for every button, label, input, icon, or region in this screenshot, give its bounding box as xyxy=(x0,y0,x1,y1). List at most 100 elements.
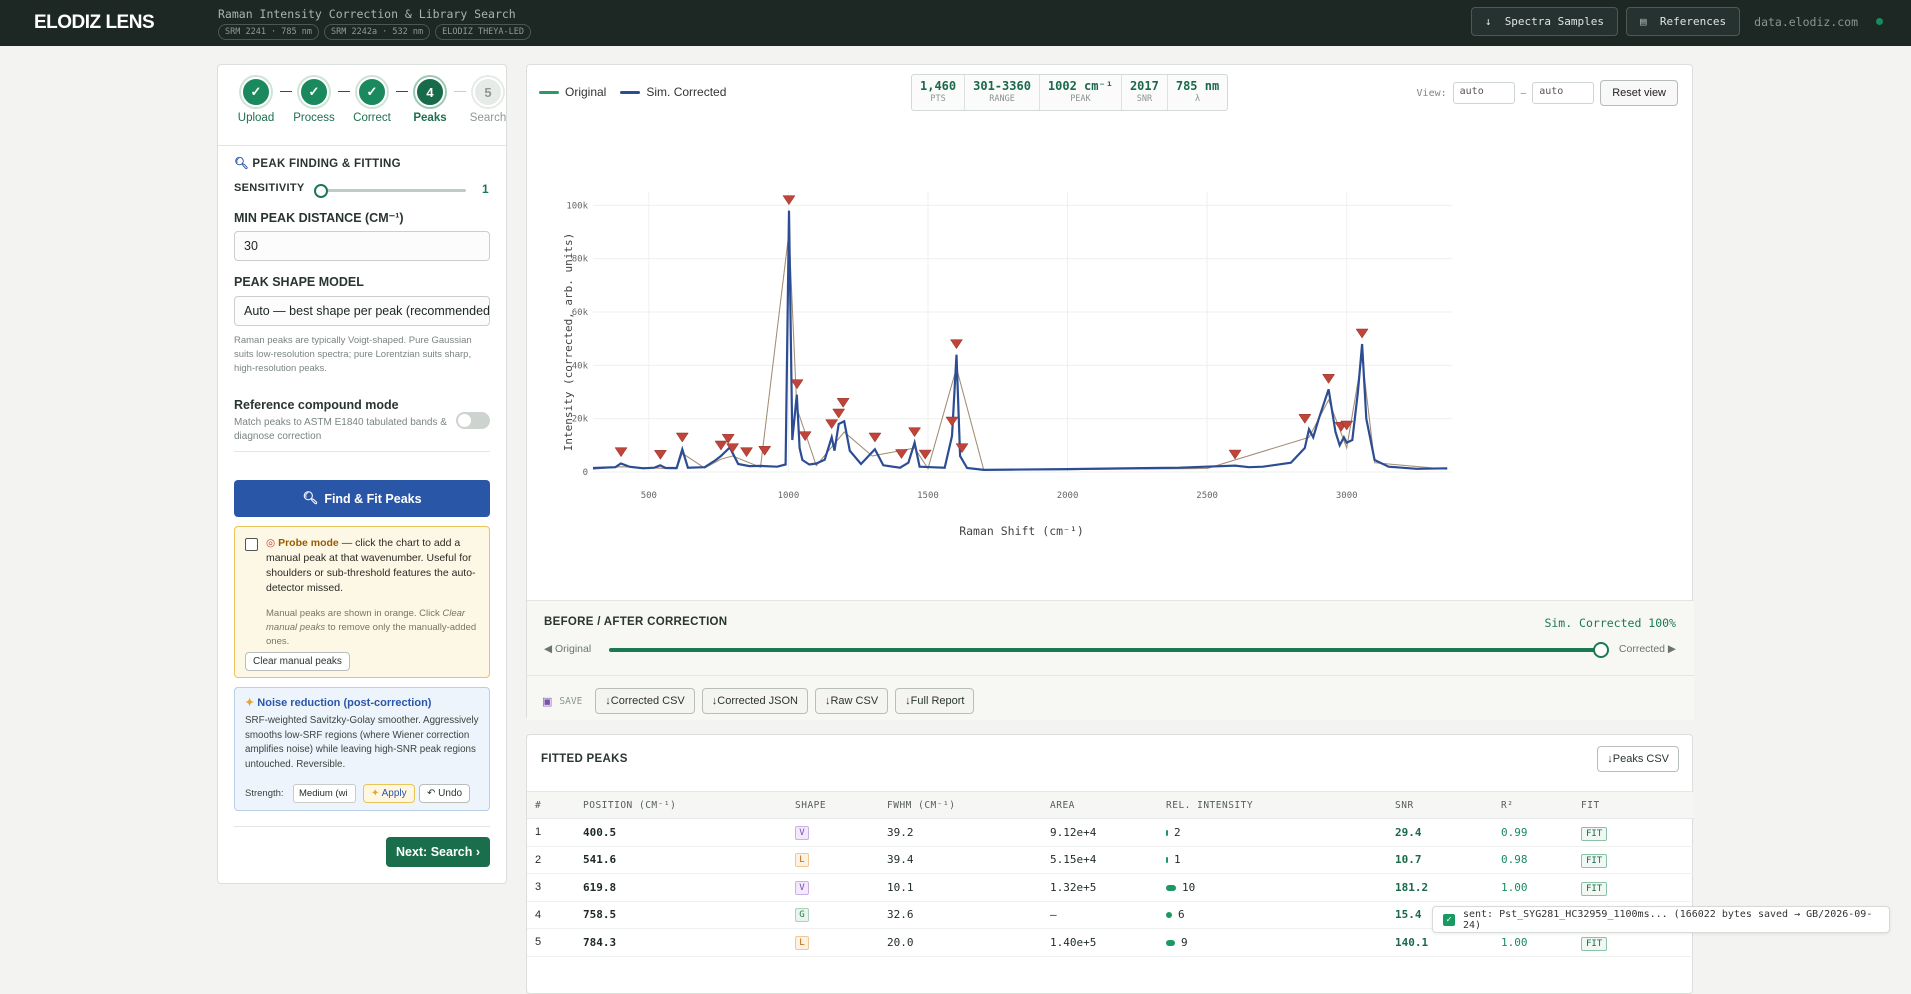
spectra-samples-button[interactable]: ↓ Spectra Samples xyxy=(1470,7,1619,36)
series-original-line[interactable] xyxy=(592,231,1448,471)
peak-marker[interactable] xyxy=(918,449,932,460)
peak-marker[interactable] xyxy=(1228,449,1242,460)
undo-noise-reduction-button[interactable]: ↶ Undo xyxy=(419,784,471,803)
sensitivity-slider[interactable] xyxy=(314,184,466,198)
step-process-check-icon: ✓ xyxy=(299,77,329,107)
step-peaks-number: 4 xyxy=(415,77,445,107)
col-fwhm[interactable]: FWHM (CM⁻¹) xyxy=(879,791,1042,819)
before-after-slider[interactable] xyxy=(609,642,1609,658)
series-fit-line xyxy=(592,231,1448,471)
step-process[interactable]: ✓ Process xyxy=(284,77,344,124)
step-correct-check-icon: ✓ xyxy=(357,77,387,107)
col-shape[interactable]: SHAPE xyxy=(787,791,879,819)
table-row[interactable]: 2 541.6 L 39.4 5.15e+4 1 10.7 0.98 FIT xyxy=(527,846,1694,874)
peak-marker[interactable] xyxy=(832,408,846,419)
download-raw-csv-button[interactable]: ↓Raw CSV xyxy=(814,688,889,714)
col-index[interactable]: # xyxy=(527,791,575,819)
peak-marker[interactable] xyxy=(894,449,908,459)
peak-marker[interactable] xyxy=(1355,328,1369,339)
step-peaks[interactable]: 4 Peaks xyxy=(400,77,460,124)
step-correct[interactable]: ✓ Correct xyxy=(342,77,402,124)
peak-marker[interactable] xyxy=(836,398,850,408)
peak-marker[interactable] xyxy=(740,447,754,458)
peak-marker[interactable] xyxy=(908,427,922,438)
step-upload-label: Upload xyxy=(237,112,275,124)
col-snr[interactable]: SNR xyxy=(1387,791,1493,819)
col-position[interactable]: POSITION (CM⁻¹) xyxy=(575,791,787,819)
download-full-report-button[interactable]: ↓Full Report xyxy=(895,688,975,714)
legend-original[interactable]: Original xyxy=(539,85,606,99)
peak-marker[interactable] xyxy=(868,432,882,443)
y-tick-label: 60k xyxy=(572,308,589,318)
cell-rel-intensity: 9 xyxy=(1158,928,1387,957)
legend-corrected-swatch xyxy=(620,90,641,94)
undo-label: Undo xyxy=(438,788,463,799)
before-after-thumb[interactable] xyxy=(1593,642,1609,658)
tag-theya-led[interactable]: ELODIZ THEYA-LED xyxy=(435,23,532,40)
reset-view-button[interactable]: Reset view xyxy=(1600,80,1678,106)
download-corrected-csv-button[interactable]: ↓Corrected CSV xyxy=(595,688,695,714)
col-area[interactable]: AREA xyxy=(1042,791,1158,819)
clear-manual-peaks-button[interactable]: Clear manual peaks xyxy=(245,652,350,671)
app-logo[interactable]: ELODIZ LENS xyxy=(34,12,155,33)
cell-area: — xyxy=(1042,901,1158,929)
col-rel-intensity[interactable]: REL. INTENSITY xyxy=(1158,791,1387,819)
references-button[interactable]: ▤ References xyxy=(1626,7,1741,36)
peak-marker[interactable] xyxy=(825,419,839,430)
find-fit-peaks-button[interactable]: 🔍︎ Find & Fit Peaks xyxy=(234,480,490,517)
legend-corrected[interactable]: Sim. Corrected xyxy=(620,85,726,99)
rel-intensity-bar xyxy=(1166,884,1176,891)
fit-badge[interactable]: FIT xyxy=(1581,881,1608,896)
peak-marker[interactable] xyxy=(758,446,772,456)
peak-marker[interactable] xyxy=(653,450,667,460)
tag-srm-2242a[interactable]: SRM 2242a · 532 nm xyxy=(324,23,431,40)
peak-marker[interactable] xyxy=(1340,420,1354,431)
peak-marker[interactable] xyxy=(726,443,740,454)
fit-badge[interactable]: FIT xyxy=(1581,936,1608,951)
download-peaks-csv-button[interactable]: ↓Peaks CSV xyxy=(1597,746,1679,772)
peak-marker[interactable] xyxy=(790,379,804,390)
tag-srm-2241[interactable]: SRM 2241 · 785 nm xyxy=(218,23,319,40)
peak-marker[interactable] xyxy=(955,443,969,454)
step-search[interactable]: 5 Search xyxy=(458,77,518,124)
cell-area: 1.32e+5 xyxy=(1042,873,1158,902)
table-row[interactable]: 1 400.5 V 39.2 9.12e+4 2 29.4 0.99 FIT xyxy=(527,818,1694,847)
apply-noise-reduction-button[interactable]: ✦ Apply xyxy=(363,784,415,803)
sensitivity-slider-thumb[interactable] xyxy=(314,184,328,198)
peak-marker[interactable] xyxy=(1322,374,1336,384)
fit-badge[interactable]: FIT xyxy=(1581,854,1608,869)
peak-marker[interactable] xyxy=(798,431,812,442)
series-corrected-line[interactable] xyxy=(592,210,1448,472)
stat-points-value: 1,460 xyxy=(920,79,957,93)
peak-marker[interactable] xyxy=(782,195,796,206)
col-r2[interactable]: R² xyxy=(1493,791,1573,819)
peak-marker[interactable] xyxy=(721,434,735,444)
step-upload[interactable]: ✓ Upload xyxy=(226,77,286,124)
peak-marker[interactable] xyxy=(675,432,689,443)
strength-select[interactable]: Medium (wi xyxy=(293,784,356,803)
peak-marker[interactable] xyxy=(949,339,963,350)
next-search-button[interactable]: Next: Search › xyxy=(386,837,490,867)
step-connector xyxy=(338,91,350,92)
col-fit[interactable]: FIT xyxy=(1573,791,1694,819)
peak-marker[interactable] xyxy=(945,416,959,427)
peak-shape-model-select[interactable]: Auto — best shape per peak (recommended) xyxy=(234,296,490,326)
spectrum-chart-card: Original Sim. Corrected 1,460 PTS 301-336… xyxy=(526,64,1694,720)
host-label[interactable]: data.elodiz.com xyxy=(1754,14,1858,29)
fit-badge[interactable]: FIT xyxy=(1581,826,1608,841)
stat-range: 301-3360 RANGE xyxy=(965,75,1040,110)
download-corrected-json-button[interactable]: ↓Corrected JSON xyxy=(701,688,808,714)
min-peak-distance-input[interactable]: 30 xyxy=(234,231,490,261)
view-max-input[interactable]: auto xyxy=(1532,82,1595,104)
stat-points-key: PTS xyxy=(930,94,946,104)
spectrum-plot[interactable]: 0 20k 40k 60k 80k 100k 500 1000 1500 2000 2500 3000… xyxy=(527,107,1694,667)
peak-marker[interactable] xyxy=(1298,414,1312,424)
probe-mode-checkbox[interactable] xyxy=(245,538,258,551)
view-min-input[interactable]: auto xyxy=(1452,82,1515,104)
peak-marker[interactable] xyxy=(714,440,728,451)
top-bar: ELODIZ LENS Raman Intensity Correction &… xyxy=(0,0,1911,46)
sync-toast[interactable]: ✓ sent: Pst_SYG281_HC32959_1100ms... (16… xyxy=(1432,906,1890,933)
reference-mode-toggle[interactable] xyxy=(456,412,490,429)
peak-marker[interactable] xyxy=(614,447,628,458)
table-row[interactable]: 3 619.8 V 10.1 1.32e+5 10 181.2 1.00 FIT xyxy=(527,873,1694,902)
